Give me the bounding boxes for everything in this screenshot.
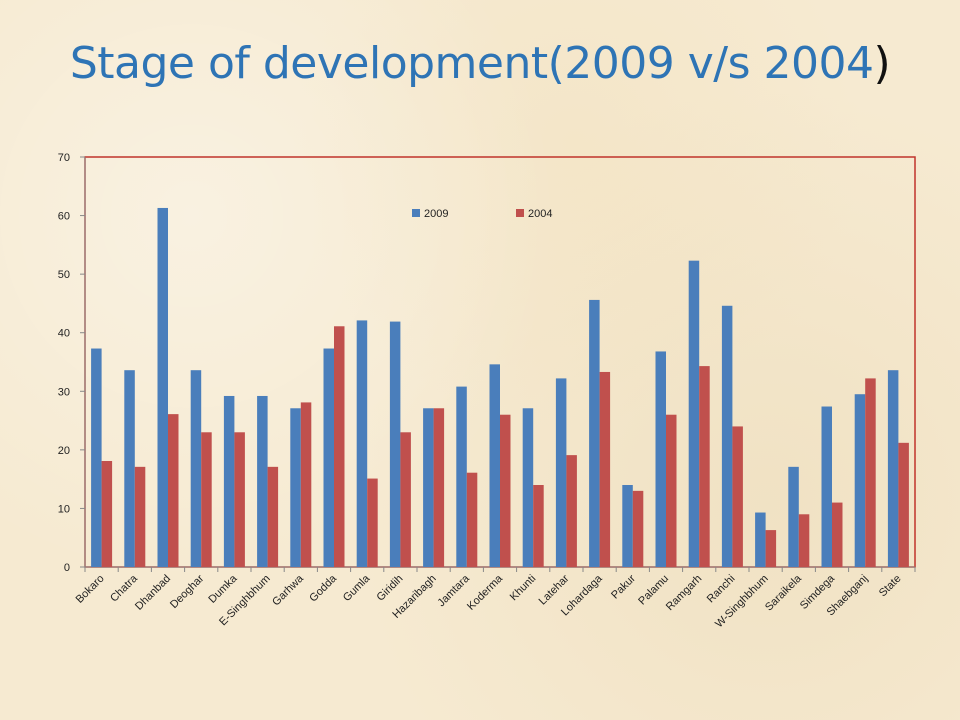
bar-2009-e-singhbhum — [257, 395, 268, 567]
bar-2009-saraikela — [788, 466, 799, 567]
legend-label-2009: 2009 — [424, 208, 448, 220]
bar-2009-state — [887, 370, 899, 567]
x-tick-label: Khunti — [508, 573, 539, 604]
bar-2009-koderma — [489, 364, 500, 567]
bar-2009-dhanbad — [157, 207, 168, 567]
bar-2004-jamtara — [466, 472, 478, 567]
x-tick-label: Ramgarh — [664, 573, 704, 613]
bar-2009-ramgarh — [688, 260, 700, 567]
bar-2004-gumla — [367, 478, 378, 567]
x-tick-label: Pakur — [609, 572, 638, 601]
x-tick-label: State — [877, 573, 904, 600]
y-tick-label: 30 — [58, 386, 70, 398]
bar-2004-koderma — [500, 414, 511, 567]
slide-title: Stage of development(2009 v/s 2004) — [0, 38, 960, 89]
bar-2004-e-singhbhum — [267, 466, 279, 567]
slide-title-close-paren: ) — [873, 38, 891, 89]
x-tick-label: Saraikela — [763, 572, 805, 614]
bar-2004-chatra — [134, 466, 146, 567]
y-tick-label: 70 — [58, 152, 70, 164]
bar-2009-pakur — [622, 485, 633, 567]
bar-2009-deoghar — [190, 370, 202, 567]
y-tick-label: 20 — [58, 445, 70, 457]
bar-2004-godda — [334, 326, 345, 567]
bar-2004-garhwa — [300, 402, 312, 567]
y-tick-label: 40 — [58, 328, 70, 340]
x-tick-label: Deoghar — [168, 572, 207, 611]
bar-2004-giridih — [400, 432, 411, 567]
bar-2004-ramgarh — [699, 366, 710, 567]
bars — [91, 207, 909, 567]
bar-2004-dumka — [234, 432, 245, 567]
y-tick-label: 0 — [64, 562, 70, 574]
bar-2009-simdega — [821, 406, 832, 567]
bar-2004-dhanbad — [168, 414, 179, 567]
bar-2004-palamu — [666, 414, 677, 567]
legend-swatch-2004 — [516, 209, 524, 217]
bar-2004-shaebganj — [865, 378, 876, 567]
bar-2009-dumka — [223, 395, 235, 567]
bar-2009-gumla — [356, 320, 368, 567]
bar-2009-garhwa — [290, 408, 301, 567]
bar-2009-chatra — [124, 370, 135, 567]
x-tick-label: Bokaro — [74, 573, 107, 606]
x-tick-label: Gumla — [341, 572, 373, 604]
legend: 2009 2004 — [412, 208, 552, 220]
bar-2004-saraikela — [798, 514, 810, 567]
bar-2004-state — [898, 442, 909, 567]
bar-2009-godda — [323, 348, 334, 567]
slide-title-text: Stage of development(2009 v/s 2004 — [69, 38, 874, 89]
y-tick-label: 10 — [58, 503, 70, 515]
bar-2009-shaebganj — [854, 394, 866, 567]
legend-swatch-2009 — [412, 209, 420, 217]
x-tick-label: Koderma — [465, 572, 506, 613]
bar-2004-ranchi — [732, 426, 743, 567]
bar-2009-bokaro — [91, 348, 102, 567]
x-tick-label: Chatra — [108, 572, 140, 604]
bar-2004-w-singhbhum — [765, 530, 777, 567]
y-ticks: 0 10 20 30 40 50 60 70 — [58, 152, 85, 574]
bar-2009-khunti — [522, 408, 534, 567]
bar-2004-latehar — [566, 455, 577, 567]
bar-2009-giridih — [389, 321, 401, 567]
bar-2009-jamtara — [456, 386, 467, 567]
x-tick-label: Giridih — [375, 573, 406, 604]
bar-2009-palamu — [655, 351, 666, 567]
bar-2009-latehar — [555, 378, 567, 567]
bar-2004-simdega — [832, 502, 843, 567]
bar-2004-deoghar — [201, 432, 212, 567]
bar-2009-ranchi — [721, 305, 733, 567]
bar-2004-pakur — [632, 490, 644, 567]
bar-2004-khunti — [533, 485, 544, 567]
bar-2004-hazaribagh — [433, 408, 445, 567]
bar-2009-hazaribagh — [423, 408, 434, 567]
x-tick-label: Garhwa — [270, 572, 306, 608]
bar-2004-bokaro — [101, 460, 113, 567]
x-tick-label: Dhanbad — [133, 573, 173, 613]
bar-2009-lohardaga — [589, 299, 600, 567]
x-tick-label: Godda — [307, 572, 339, 604]
x-tick-label: Ranchi — [705, 573, 738, 606]
bar-2004-lohardaga — [599, 371, 611, 567]
bar-2009-w-singhbhum — [755, 512, 766, 567]
y-tick-label: 50 — [58, 269, 70, 281]
legend-label-2004: 2004 — [528, 208, 552, 220]
y-tick-label: 60 — [58, 211, 70, 223]
